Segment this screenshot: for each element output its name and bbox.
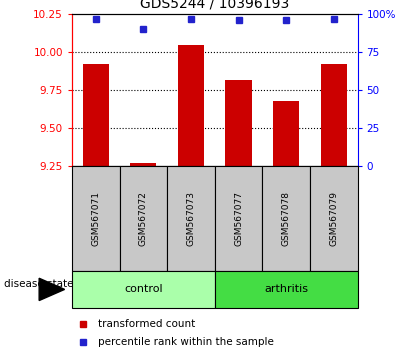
Text: transformed count: transformed count xyxy=(98,319,195,329)
Bar xyxy=(72,271,215,308)
Bar xyxy=(167,166,215,271)
Bar xyxy=(273,101,299,166)
Polygon shape xyxy=(39,278,65,301)
Text: arthritis: arthritis xyxy=(264,284,308,295)
Bar xyxy=(120,166,167,271)
Text: GSM567079: GSM567079 xyxy=(329,191,338,246)
Text: GSM567077: GSM567077 xyxy=(234,191,243,246)
Bar xyxy=(83,64,109,166)
Text: percentile rank within the sample: percentile rank within the sample xyxy=(98,337,273,348)
Title: GDS5244 / 10396193: GDS5244 / 10396193 xyxy=(140,0,289,10)
Text: disease state: disease state xyxy=(4,279,74,289)
Bar xyxy=(215,166,262,271)
Text: GSM567071: GSM567071 xyxy=(91,191,100,246)
Bar xyxy=(130,163,157,166)
Bar xyxy=(310,166,358,271)
Bar xyxy=(72,166,120,271)
Text: control: control xyxy=(124,284,163,295)
Bar xyxy=(321,64,347,166)
Bar xyxy=(215,271,358,308)
Bar xyxy=(178,45,204,166)
Text: GSM567073: GSM567073 xyxy=(187,191,196,246)
Bar xyxy=(226,80,252,166)
Text: GSM567072: GSM567072 xyxy=(139,191,148,246)
Text: GSM567078: GSM567078 xyxy=(282,191,291,246)
Bar xyxy=(262,166,310,271)
